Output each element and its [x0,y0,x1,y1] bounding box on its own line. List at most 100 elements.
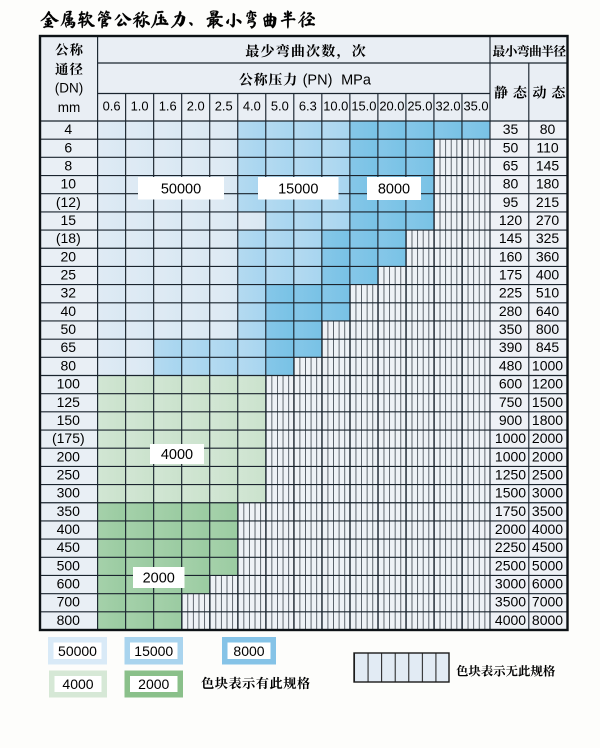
svg-text:1250: 1250 [495,467,526,483]
svg-text:50: 50 [503,139,519,155]
svg-text:1750: 1750 [495,503,526,519]
svg-text:1200: 1200 [532,376,563,392]
svg-text:3500: 3500 [495,594,526,610]
svg-text:300: 300 [57,485,81,501]
svg-text:4000: 4000 [532,521,563,537]
svg-text:2250: 2250 [495,539,526,555]
svg-text:95: 95 [503,194,519,210]
svg-text:2500: 2500 [495,557,526,573]
svg-text:6: 6 [64,139,72,155]
svg-text:800: 800 [536,321,560,337]
svg-text:15: 15 [61,212,77,228]
svg-text:80: 80 [61,357,77,373]
svg-text:20.0: 20.0 [379,99,404,114]
svg-text:(PN): (PN) [303,73,333,89]
svg-text:270: 270 [536,212,560,228]
svg-text:510: 510 [536,285,560,301]
svg-text:15.0: 15.0 [351,99,376,114]
svg-text:mm: mm [58,100,81,115]
svg-text:4: 4 [64,121,72,137]
svg-text:350: 350 [499,321,523,337]
svg-text:600: 600 [57,576,81,592]
svg-text:175: 175 [499,267,523,283]
svg-text:15000: 15000 [134,643,173,659]
svg-text:8000: 8000 [233,643,264,659]
svg-text:0.6: 0.6 [103,99,121,114]
svg-text:100: 100 [57,376,81,392]
svg-text:700: 700 [57,594,81,610]
svg-text:2000: 2000 [495,521,526,537]
svg-text:25: 25 [61,267,77,283]
svg-text:65: 65 [61,339,77,355]
svg-text:20: 20 [61,248,77,264]
svg-text:3500: 3500 [532,503,563,519]
svg-text:2.5: 2.5 [215,99,233,114]
svg-text:3000: 3000 [495,576,526,592]
svg-text:120: 120 [499,212,523,228]
svg-text:145: 145 [499,230,523,246]
svg-text:1.6: 1.6 [159,99,177,114]
svg-text:845: 845 [536,339,560,355]
svg-text:250: 250 [57,467,81,483]
svg-text:8000: 8000 [378,182,410,198]
svg-text:8000: 8000 [532,612,563,628]
svg-text:7000: 7000 [532,594,563,610]
svg-text:1000: 1000 [495,448,526,464]
svg-text:215: 215 [536,194,560,210]
svg-text:10: 10 [61,176,77,192]
svg-text:280: 280 [499,303,523,319]
svg-text:125: 125 [57,394,81,410]
svg-text:480: 480 [499,357,523,373]
svg-text:400: 400 [536,267,560,283]
svg-text:150: 150 [57,412,81,428]
svg-text:800: 800 [57,612,81,628]
svg-text:32: 32 [61,285,77,301]
svg-text:3000: 3000 [532,485,563,501]
svg-text:80: 80 [503,176,519,192]
svg-text:4000: 4000 [495,612,526,628]
svg-text:40: 40 [61,303,77,319]
svg-text:50000: 50000 [161,181,201,197]
svg-text:(18): (18) [56,230,81,246]
svg-text:145: 145 [536,157,560,173]
svg-text:8: 8 [64,157,72,173]
svg-text:200: 200 [57,448,81,464]
svg-text:80: 80 [540,121,556,137]
svg-text:2000: 2000 [532,430,563,446]
svg-text:2000: 2000 [532,448,563,464]
svg-text:(175): (175) [52,430,85,446]
svg-text:450: 450 [57,539,81,555]
svg-text:900: 900 [499,412,523,428]
svg-text:32.0: 32.0 [435,99,460,114]
svg-text:1800: 1800 [532,412,563,428]
svg-text:10.0: 10.0 [323,99,348,114]
svg-text:5.0: 5.0 [271,99,289,114]
svg-text:640: 640 [536,303,560,319]
svg-text:4000: 4000 [161,447,193,463]
svg-text:6000: 6000 [532,576,563,592]
svg-text:2000: 2000 [143,571,175,587]
svg-text:MPa: MPa [341,73,372,89]
svg-text:1000: 1000 [495,430,526,446]
svg-text:160: 160 [499,248,523,264]
svg-text:(DN): (DN) [55,81,84,96]
svg-text:500: 500 [57,557,81,573]
svg-text:1000: 1000 [532,357,563,373]
svg-text:1500: 1500 [495,485,526,501]
svg-text:50: 50 [61,321,77,337]
svg-text:5000: 5000 [532,557,563,573]
svg-text:180: 180 [536,176,560,192]
svg-text:360: 360 [536,248,560,264]
svg-text:50000: 50000 [58,643,97,659]
svg-text:400: 400 [57,521,81,537]
svg-text:1.0: 1.0 [131,99,149,114]
svg-text:350: 350 [57,503,81,519]
svg-text:325: 325 [536,230,560,246]
svg-text:(12): (12) [56,194,81,210]
svg-text:390: 390 [499,339,523,355]
svg-text:2500: 2500 [532,467,563,483]
svg-text:600: 600 [499,376,523,392]
svg-text:225: 225 [499,285,523,301]
svg-text:750: 750 [499,394,523,410]
svg-text:1500: 1500 [532,394,563,410]
